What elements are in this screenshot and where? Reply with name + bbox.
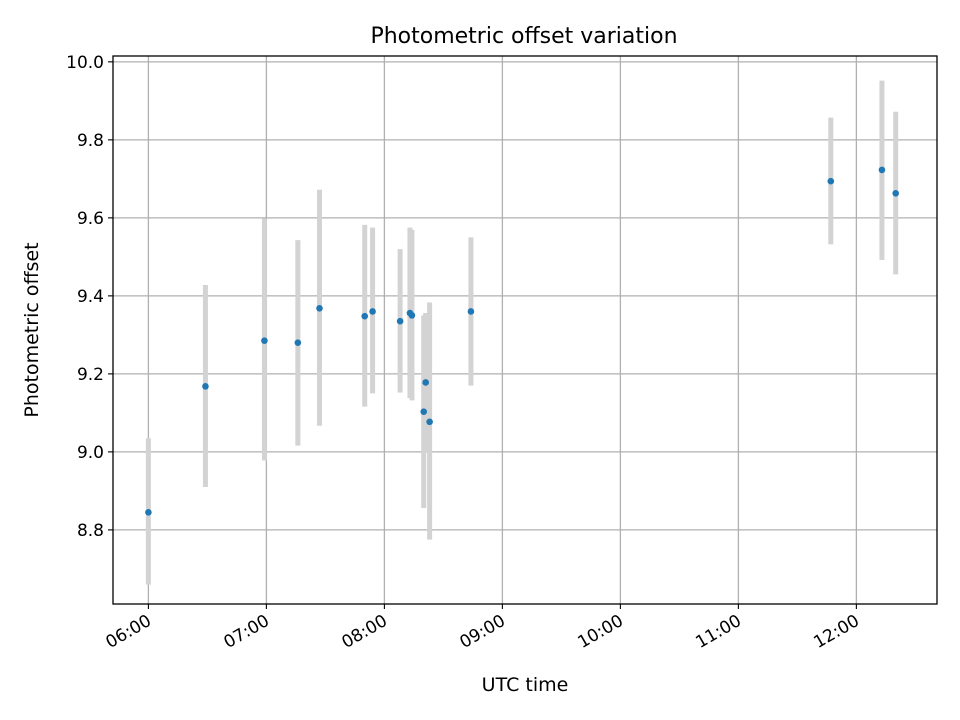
errorbars [145, 80, 899, 585]
data-point [202, 383, 209, 390]
y-axis-label: Photometric offset [21, 242, 43, 417]
x-tick-label: 12:00 [810, 611, 862, 653]
data-point [422, 379, 429, 386]
y-tick-label: 10.0 [66, 53, 104, 73]
data-point [827, 177, 835, 185]
x-axis-label: UTC time [482, 674, 569, 696]
data-point [361, 312, 369, 320]
x-tick-label: 10:00 [574, 611, 626, 653]
y-tick-label: 8.8 [77, 521, 104, 541]
data-point [878, 166, 886, 174]
y-tick-label: 9.6 [77, 209, 104, 229]
data-point [294, 339, 302, 346]
data-point [369, 308, 376, 315]
data-point [892, 189, 900, 197]
data-point [420, 408, 428, 416]
data-point [467, 308, 475, 315]
data-point [396, 317, 404, 325]
x-tick-label: 07:00 [220, 611, 272, 653]
x-tick-label: 08:00 [338, 611, 390, 653]
y-tick-label: 9.0 [77, 443, 104, 463]
y-tick-label: 9.4 [77, 287, 104, 307]
data-point [426, 418, 433, 426]
data-point [408, 312, 416, 319]
y-axis-ticks: 8.8 9.0 9.2 9.4 9.6 9.8 10.0 [66, 53, 113, 541]
chart-title: Photometric offset variation [370, 24, 677, 49]
x-axis-ticks: 06:00 07:00 08:00 09:00 10:00 11:00 12:00 [102, 604, 863, 653]
x-tick-label: 09:00 [456, 611, 508, 653]
data-point [316, 305, 323, 312]
plot-frame [112, 55, 938, 605]
y-tick-label: 9.8 [77, 131, 104, 151]
x-tick-label: 11:00 [692, 611, 744, 653]
data-point [145, 509, 152, 516]
data-point [261, 337, 268, 345]
x-tick-label: 06:00 [102, 611, 154, 653]
grid [113, 56, 937, 604]
data-points [145, 166, 900, 516]
y-tick-label: 9.2 [77, 365, 104, 385]
